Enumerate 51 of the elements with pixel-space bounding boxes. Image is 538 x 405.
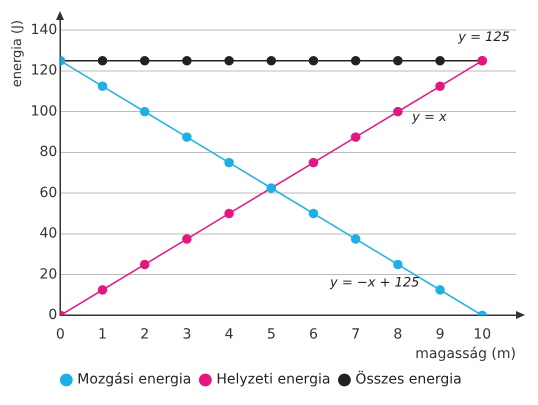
point: [182, 234, 192, 244]
x-tick-label: 1: [98, 326, 107, 342]
point: [98, 81, 108, 91]
y-tick-label: 80: [39, 144, 58, 160]
legend-label: Helyzeti energia: [216, 372, 330, 388]
annotation: y = −x + 125: [329, 275, 420, 290]
annotation: y = x: [411, 110, 447, 125]
point: [140, 106, 150, 116]
y-tick-label: 140: [30, 22, 58, 38]
point: [182, 132, 192, 142]
x-tick-label: 2: [140, 326, 150, 342]
point: [224, 56, 234, 66]
y-axis-title: energia (J): [10, 20, 26, 88]
x-tick-label: 3: [182, 326, 192, 342]
point: [182, 56, 192, 66]
x-tick-label: 6: [309, 326, 318, 342]
point: [393, 106, 403, 116]
point: [435, 285, 445, 295]
point: [224, 208, 234, 218]
legend-label: Mozgási energia: [77, 372, 192, 388]
point: [393, 56, 403, 66]
y-tick-label: 0: [48, 307, 58, 324]
point: [350, 234, 360, 244]
point: [140, 56, 150, 66]
legend-label: Összes energia: [355, 370, 462, 388]
point: [435, 81, 445, 91]
x-axis-title: magasság (m): [415, 346, 516, 362]
y-tick-label: 100: [30, 103, 58, 120]
y-tick-label: 40: [39, 226, 58, 242]
x-tick-label: 5: [266, 326, 276, 342]
x-tick-label: 7: [351, 326, 360, 342]
y-tick-label: 20: [39, 266, 58, 282]
point: [350, 132, 360, 142]
point: [308, 158, 318, 168]
point: [98, 56, 108, 66]
point: [308, 56, 318, 66]
point: [350, 56, 360, 66]
point: [266, 56, 276, 66]
point: [98, 285, 108, 295]
y-tick-label: 60: [39, 184, 58, 201]
point: [140, 260, 150, 270]
x-tick-label: 8: [393, 326, 402, 342]
point: [393, 260, 403, 270]
point: [224, 158, 234, 168]
x-tick-label: 9: [436, 326, 445, 342]
annotation: y = 125: [457, 30, 510, 46]
y-tick-label: 120: [30, 62, 58, 79]
point: [308, 208, 318, 218]
x-tick-label: 4: [224, 326, 234, 342]
point: [435, 56, 445, 66]
x-tick-label: 10: [473, 326, 492, 342]
